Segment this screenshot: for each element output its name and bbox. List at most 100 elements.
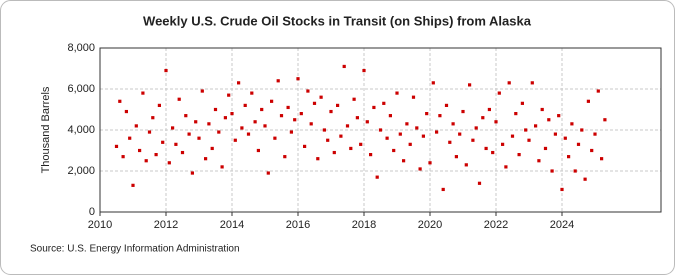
data-point <box>124 109 128 114</box>
x-tick-label: 2014 <box>220 219 244 231</box>
data-point <box>520 101 524 105</box>
data-point <box>250 91 254 95</box>
data-point <box>296 77 300 81</box>
data-point <box>421 134 425 138</box>
data-point <box>270 99 274 103</box>
data-point <box>223 116 227 120</box>
data-point <box>491 150 495 155</box>
data-point <box>458 132 462 136</box>
chart-title: Weekly U.S. Crude Oil Stocks in Transit … <box>143 13 532 28</box>
data-point <box>177 97 181 101</box>
data-point <box>504 165 508 169</box>
data-point <box>253 120 257 124</box>
data-point <box>167 161 171 165</box>
data-point <box>402 159 406 163</box>
data-point <box>210 146 214 151</box>
x-tick-label: 2012 <box>154 219 178 231</box>
data-point <box>240 126 244 130</box>
data-point <box>451 122 455 126</box>
data-point <box>336 103 340 107</box>
data-point <box>237 81 241 85</box>
data-point <box>425 112 429 116</box>
x-tick-label: 2016 <box>286 219 310 231</box>
data-point <box>293 118 297 122</box>
data-point <box>534 124 538 128</box>
data-point <box>174 142 178 146</box>
data-point <box>540 107 544 112</box>
data-point <box>180 150 185 155</box>
data-point <box>563 136 567 140</box>
data-point <box>461 109 465 114</box>
data-point <box>405 122 409 126</box>
data-point <box>329 109 333 114</box>
data-point <box>514 112 518 116</box>
data-point <box>372 105 376 110</box>
data-point <box>600 157 604 161</box>
data-point <box>246 132 251 136</box>
data-point <box>603 118 607 122</box>
data-point <box>454 155 458 159</box>
data-point <box>157 103 161 107</box>
data-point <box>524 128 528 132</box>
data-point <box>570 122 574 126</box>
data-point <box>128 136 132 140</box>
data-point <box>590 148 594 153</box>
data-point <box>537 159 541 163</box>
x-tick-label: 2010 <box>88 219 112 231</box>
data-point <box>415 126 419 130</box>
data-point <box>471 138 475 142</box>
data-point <box>385 136 389 140</box>
data-point <box>510 134 515 138</box>
data-point <box>411 95 416 99</box>
data-point <box>190 171 194 175</box>
data-point <box>283 155 287 159</box>
data-point <box>121 155 125 159</box>
x-tick-label: 2018 <box>352 219 376 231</box>
data-point <box>586 99 590 103</box>
data-point <box>187 132 191 136</box>
data-point <box>418 167 422 171</box>
data-point <box>487 107 491 112</box>
data-point <box>517 153 521 157</box>
data-point <box>276 79 280 83</box>
data-point <box>217 130 221 134</box>
data-point <box>481 116 485 120</box>
data-point <box>279 114 284 118</box>
y-tick-label: 0 <box>89 206 95 218</box>
data-point <box>580 128 584 132</box>
x-tick-label: 2020 <box>418 219 442 231</box>
data-point <box>349 146 353 151</box>
x-tick-label: 2022 <box>484 219 508 231</box>
data-point <box>266 171 270 175</box>
data-point <box>593 132 597 136</box>
data-point <box>352 97 356 101</box>
data-point <box>583 177 587 181</box>
data-point <box>118 99 122 103</box>
data-point <box>362 68 366 73</box>
data-point <box>448 140 452 144</box>
data-point <box>507 81 511 85</box>
data-point <box>527 138 531 142</box>
data-point <box>243 103 247 107</box>
plot-area <box>99 47 662 213</box>
data-point <box>161 140 165 144</box>
data-point <box>286 105 290 110</box>
data-point <box>395 91 399 95</box>
data-point <box>260 107 264 112</box>
data-point <box>441 187 445 192</box>
data-point <box>468 83 472 87</box>
data-point <box>388 114 392 118</box>
data-point <box>220 165 224 169</box>
data-point <box>197 136 201 140</box>
data-point <box>375 175 379 179</box>
source-note: Source: U.S. Energy Information Administ… <box>30 244 240 255</box>
data-point <box>392 148 396 153</box>
data-point <box>560 187 564 192</box>
data-point <box>345 124 350 128</box>
data-point <box>227 93 231 97</box>
data-point <box>184 114 188 118</box>
data-point <box>431 81 435 85</box>
data-point <box>114 144 119 148</box>
data-point <box>273 136 277 140</box>
